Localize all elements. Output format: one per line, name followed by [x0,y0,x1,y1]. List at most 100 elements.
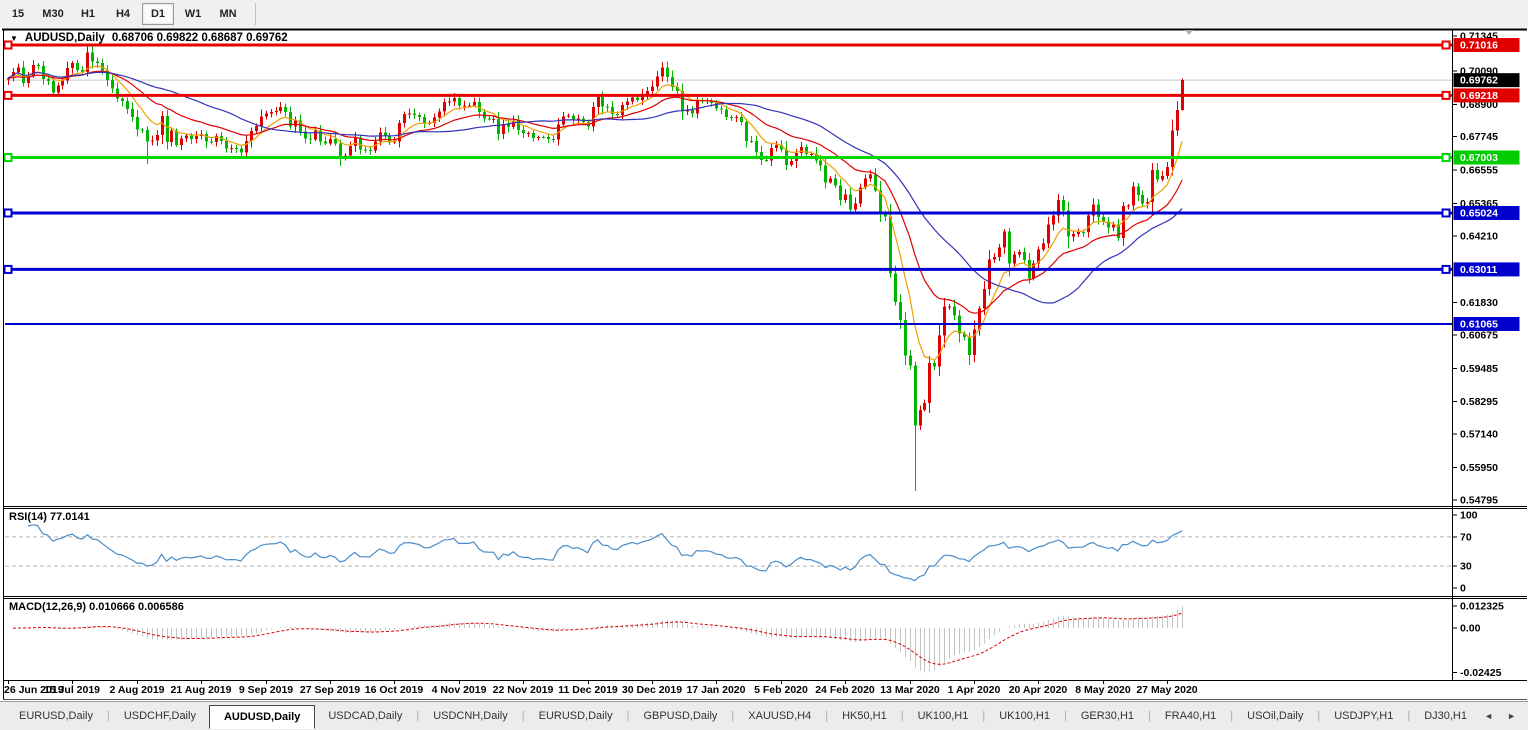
hline-handle [3,153,13,163]
tab-separator: | [626,710,630,722]
price-label [1453,37,1520,52]
price-label [1453,262,1520,277]
chart-shift-marker-icon[interactable] [1185,30,1193,35]
tab-separator: | [1063,710,1067,722]
svg-text:0.00: 0.00 [1460,623,1481,635]
tab-audusd-daily[interactable]: AUDUSD,Daily [208,704,316,729]
svg-text:26 Jun 2019: 26 Jun 2019 [4,684,64,696]
svg-text:15 Jul 2019: 15 Jul 2019 [44,684,100,696]
chart-ohlc-values: 0.68706 0.69822 0.68687 0.69762 [111,32,288,44]
svg-text:0.61830: 0.61830 [1460,297,1498,309]
svg-text:0.57140: 0.57140 [1460,429,1498,441]
hline-handle [1441,90,1451,100]
hline-handle [1441,264,1451,274]
tab-usoil-daily[interactable]: USOil,Daily [1247,710,1304,722]
svg-text:5 Feb 2020: 5 Feb 2020 [754,684,808,696]
hline-handle [1441,40,1451,50]
svg-text:0.71016: 0.71016 [1460,39,1498,51]
timeframe-button-m30[interactable]: M30 [42,8,64,20]
price-label [1453,88,1520,103]
tab-separator: | [416,710,420,722]
tab-scroll-right-icon[interactable]: ► [1507,711,1516,721]
timeframe-button-h4[interactable]: H4 [115,8,131,20]
tab-eurusd-daily[interactable]: EURUSD,Daily [19,710,93,722]
svg-text:30 Dec 2019: 30 Dec 2019 [622,684,682,696]
macd-indicator-label: MACD(12,26,9) 0.010666 0.006586 [9,601,184,613]
tab-xauusd-h4[interactable]: XAUUSD,H4 [748,710,812,722]
svg-text:0.59485: 0.59485 [1460,363,1498,375]
svg-text:0.54795: 0.54795 [1460,494,1498,506]
svg-text:-0.02425: -0.02425 [1460,667,1502,679]
svg-text:0.67745: 0.67745 [1460,131,1498,143]
svg-text:0.69218: 0.69218 [1460,90,1498,102]
svg-text:27 May 2020: 27 May 2020 [1136,684,1197,696]
price-axis[interactable]: 0.713450.700900.689000.677450.665550.653… [1452,30,1520,506]
tab-separator: | [731,710,735,722]
tab-separator: | [106,710,110,722]
svg-text:0.66555: 0.66555 [1460,165,1498,177]
rsi-indicator-label: RSI(14) 77.0141 [9,511,90,523]
tab-uk100-h1[interactable]: UK100,H1 [917,710,969,722]
svg-text:30: 30 [1460,561,1472,573]
svg-text:27 Sep 2019: 27 Sep 2019 [300,684,360,696]
svg-text:0.60675: 0.60675 [1460,329,1498,341]
svg-text:0.69762: 0.69762 [1460,75,1498,87]
price-label [1453,150,1520,165]
svg-text:13 Mar 2020: 13 Mar 2020 [880,684,940,696]
svg-text:0.65024: 0.65024 [1460,207,1498,219]
svg-text:0.58295: 0.58295 [1460,396,1498,408]
tab-scroll-left-icon[interactable]: ◄ [1484,711,1494,721]
chart-title[interactable]: ▼ AUDUSD,Daily 0.68706 0.69822 0.68687 0… [10,32,288,44]
tab-ger30-h1[interactable]: GER30,H1 [1080,710,1135,722]
svg-text:16 Oct 2019: 16 Oct 2019 [365,684,424,696]
svg-text:4 Nov 2019: 4 Nov 2019 [432,684,487,696]
timeframe-button-15[interactable]: 15 [11,8,25,20]
svg-text:2 Aug 2019: 2 Aug 2019 [109,684,164,696]
price-label [1453,205,1520,220]
tab-usdjpy-h1[interactable]: USDJPY,H1 [1334,710,1394,722]
tab-fra40-h1[interactable]: FRA40,H1 [1164,710,1217,722]
tab-hk50-h1[interactable]: HK50,H1 [842,710,887,722]
timeframe-button-w1[interactable]: W1 [184,8,202,20]
svg-text:20 Apr 2020: 20 Apr 2020 [1009,684,1068,696]
tab-dj30-h1[interactable]: DJ30,H1 [1424,710,1467,722]
tab-separator: | [1148,710,1151,722]
timeframe-button-d1[interactable]: D1 [142,3,174,25]
svg-text:17 Jan 2020: 17 Jan 2020 [687,684,746,696]
tab-usdcad-daily[interactable]: USDCAD,Daily [328,710,403,722]
svg-text:0.55950: 0.55950 [1460,462,1498,474]
horizontal-lines[interactable] [3,40,1453,325]
tab-eurusd-daily[interactable]: EURUSD,Daily [538,710,613,722]
tab-usdchf-daily[interactable]: USDCHF,Daily [123,710,196,722]
svg-text:9 Sep 2019: 9 Sep 2019 [239,684,293,696]
tab-gbpusd-daily[interactable]: GBPUSD,Daily [643,710,718,722]
hline-handle [1441,153,1451,163]
timeframe-button-h1[interactable]: H1 [80,8,96,20]
hline-handle [3,90,13,100]
svg-text:0.012325: 0.012325 [1460,601,1504,613]
svg-text:22 Nov 2019: 22 Nov 2019 [493,684,554,696]
hline-handle [1441,208,1451,218]
svg-text:0: 0 [1460,583,1466,595]
collapse-icon[interactable]: ▼ [10,33,18,43]
svg-text:0.67003: 0.67003 [1460,152,1498,164]
hline-handle [3,208,13,218]
svg-text:8 May 2020: 8 May 2020 [1075,684,1131,696]
hline-handle [3,264,13,274]
chart-tab-bar: EURUSD,Daily | USDCHF,Daily AUDUSD,Daily USD… [0,701,1528,730]
tab-separator: | [521,710,525,722]
tab-separator: | [1317,710,1321,722]
timeframe-button-mn[interactable]: MN [219,8,237,20]
timeframe-toolbar: 15 M30 H1 H4 D1 W1 MN [0,0,1528,28]
svg-text:0.61065: 0.61065 [1460,318,1498,330]
moving-averages [7,65,1183,361]
svg-text:0.63011: 0.63011 [1460,264,1498,276]
tab-uk100-h1[interactable]: UK100,H1 [999,710,1050,722]
svg-text:11 Dec 2019: 11 Dec 2019 [558,684,618,696]
tab-separator: | [825,710,829,722]
tab-usdcnh-daily[interactable]: USDCNH,Daily [433,710,508,722]
svg-text:24 Feb 2020: 24 Feb 2020 [815,684,875,696]
